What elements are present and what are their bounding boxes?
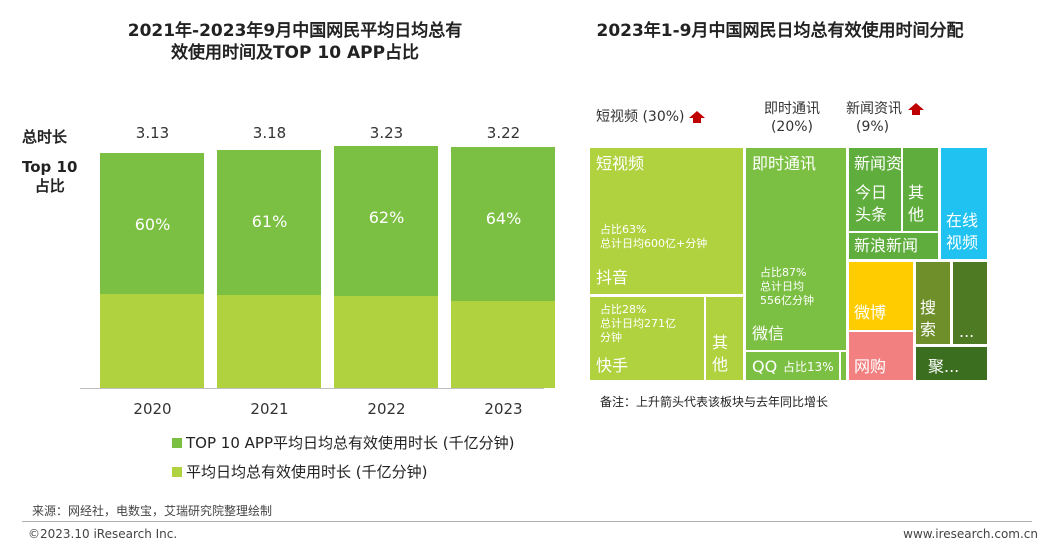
x-tick-label: 2021 xyxy=(250,400,289,418)
bar-chart-plot: 60% 3.13 2020 61% 3.18 2021 62% 3.23 2022 64% 3.22… xyxy=(80,120,555,420)
bar-top10-2020 xyxy=(100,153,204,295)
douyin-total: 总计日均600亿+分钟 xyxy=(600,237,708,250)
treemap-note: 备注：上升箭头代表该板块与去年同比增长 xyxy=(600,395,829,409)
source-note: 来源：网经社，电数宝，艾瑞研究院整理绘制 xyxy=(32,504,273,518)
douyin-label: 抖音 xyxy=(596,268,629,287)
bar-top10-2023 xyxy=(451,146,555,301)
total-value-label: 3.13 xyxy=(135,124,170,142)
legend-label-total: 平均日均总有效使用时长 (千亿分钟) xyxy=(186,463,428,481)
shopping-label: 网购 xyxy=(854,357,887,376)
bar-top10-2022 xyxy=(334,145,438,296)
x-axis-line xyxy=(80,388,544,389)
x-tick-label: 2022 xyxy=(367,400,406,418)
tile-short-video-label: 短视频 xyxy=(596,154,645,173)
tile-search: 搜 索 xyxy=(916,262,950,344)
kuaishou-label: 快手 xyxy=(596,356,629,375)
legend-item-top10: TOP 10 APP平均日均总有效使用时长 (千亿分钟) xyxy=(172,432,514,453)
news-other-a: 其 xyxy=(908,183,925,202)
qq-share: 占比13% xyxy=(783,360,834,374)
wechat-share: 占比87% xyxy=(760,266,807,279)
weibo-label: 微博 xyxy=(854,303,887,322)
tile-short-video-other: 其 他 xyxy=(706,297,743,380)
tile-online-video: 在线 视频 xyxy=(941,148,987,259)
legend: TOP 10 APP平均日均总有效使用时长 (千亿分钟) 平均日均总有效使用时长… xyxy=(172,432,514,482)
tile-im-other xyxy=(841,352,846,380)
online-video-a: 在线 xyxy=(946,211,979,230)
top10-share-label: 60% xyxy=(134,215,171,235)
tile-news-toutiao: 新闻资讯 今日 头条 xyxy=(849,148,901,231)
total-value-label: 3.23 xyxy=(369,124,404,142)
kuaishou-total-b: 分钟 xyxy=(600,331,622,344)
footer-divider xyxy=(22,521,1032,522)
legend-item-total: 平均日均总有效使用时长 (千亿分钟) xyxy=(172,461,514,482)
tile-im-label: 即时通讯 xyxy=(752,154,817,173)
tile-kuaishou: 占比28% 总计日均271亿 分钟 快手 xyxy=(590,297,704,380)
tile-qq: QQ 占比13% xyxy=(746,352,839,380)
left-title-line2: 效使用时间及TOP 10 APP占比 xyxy=(170,43,420,63)
tile-news-label: 新闻资讯 xyxy=(854,154,901,173)
row-label-top10: Top 10 占比 xyxy=(22,158,77,196)
right-chart-title: 2023年1-9月中国网民日均总有效使用时间分配 xyxy=(596,21,964,41)
kuaishou-total-a: 总计日均271亿 xyxy=(600,317,676,330)
bar-other-2023 xyxy=(451,301,555,388)
copyright: ©2023.10 iResearch Inc. xyxy=(28,527,178,541)
up-arrow-icon xyxy=(908,102,924,115)
left-chart-title: 2021年-2023年9月中国网民平均日均总有 效使用时间及TOP 10 APP… xyxy=(60,20,530,64)
search-a: 搜 xyxy=(920,298,937,317)
top10-share-label: 61% xyxy=(251,211,288,231)
online-video-b: 视频 xyxy=(946,233,979,252)
toutiao-b: 头条 xyxy=(855,205,888,224)
tile-short-video-douyin: 短视频 占比63% 总计日均600亿+分钟 抖音 xyxy=(590,148,743,294)
tile-aggregate: 聚... xyxy=(916,347,987,380)
legend-swatch-top10 xyxy=(172,437,182,448)
qq-label: QQ xyxy=(752,357,778,376)
top10-share-label: 64% xyxy=(485,208,522,228)
tile-im-wechat: 即时通讯 占比87% 总计日均 556亿分钟 微信 xyxy=(746,148,846,350)
up-arrow-icon xyxy=(688,110,705,123)
x-tick-label: 2020 xyxy=(133,400,172,418)
row-label-top10-b: 占比 xyxy=(34,177,65,195)
tile-shopping: 网购 xyxy=(849,332,913,380)
legend-swatch-total xyxy=(172,466,182,477)
bar-other-2020 xyxy=(100,294,204,388)
row-label-top10-a: Top 10 xyxy=(22,158,78,176)
x-tick-label: 2023 xyxy=(484,400,523,418)
tile-weibo: 微博 xyxy=(849,262,913,330)
cat-label-im: 即时通讯 (20%) xyxy=(752,100,832,136)
cat-label-news: 新闻资讯 (9%) xyxy=(846,100,924,136)
bar-other-2021 xyxy=(217,295,321,388)
tile-news-other: 其 他 xyxy=(903,148,938,231)
cat-label-im-b: (20%) xyxy=(770,119,814,135)
cat-label-short-video: 短视频 (30%) xyxy=(596,108,705,126)
top10-share-label: 62% xyxy=(368,207,405,227)
dots-label: ... xyxy=(959,322,975,341)
douyin-share: 占比63% xyxy=(600,223,647,236)
cat-label-news-a: 新闻资讯 xyxy=(846,101,902,117)
sv-other-b: 他 xyxy=(712,355,729,374)
kuaishou-share: 占比28% xyxy=(600,303,647,316)
cat-label-im-a: 即时通讯 xyxy=(764,101,820,117)
row-label-total: 总时长 xyxy=(22,128,68,146)
wechat-label: 微信 xyxy=(752,324,785,343)
tile-other-dots: ... xyxy=(953,262,987,344)
cat-label-short-video-text: 短视频 (30%) xyxy=(596,109,685,125)
cat-label-news-b: (9%) xyxy=(856,119,890,135)
toutiao-a: 今日 xyxy=(855,183,888,202)
news-other-b: 他 xyxy=(908,205,925,224)
total-value-label: 3.22 xyxy=(486,124,521,142)
bar-top10-2021 xyxy=(217,149,321,295)
sv-other-a: 其 xyxy=(712,333,729,352)
legend-label-top10: TOP 10 APP平均日均总有效使用时长 (千亿分钟) xyxy=(186,434,515,452)
bar-other-2022 xyxy=(334,295,438,388)
tile-sina-news: 新浪新闻 xyxy=(849,233,938,259)
sina-label: 新浪新闻 xyxy=(854,236,919,255)
total-value-label: 3.18 xyxy=(252,124,287,142)
aggregate-label: 聚... xyxy=(928,357,960,376)
website: www.iresearch.com.cn xyxy=(903,527,1038,541)
search-b: 索 xyxy=(920,320,937,339)
wechat-total-a: 总计日均 xyxy=(760,280,804,293)
wechat-total-b: 556亿分钟 xyxy=(760,294,814,307)
left-title-line1: 2021年-2023年9月中国网民平均日均总有 xyxy=(127,21,463,41)
